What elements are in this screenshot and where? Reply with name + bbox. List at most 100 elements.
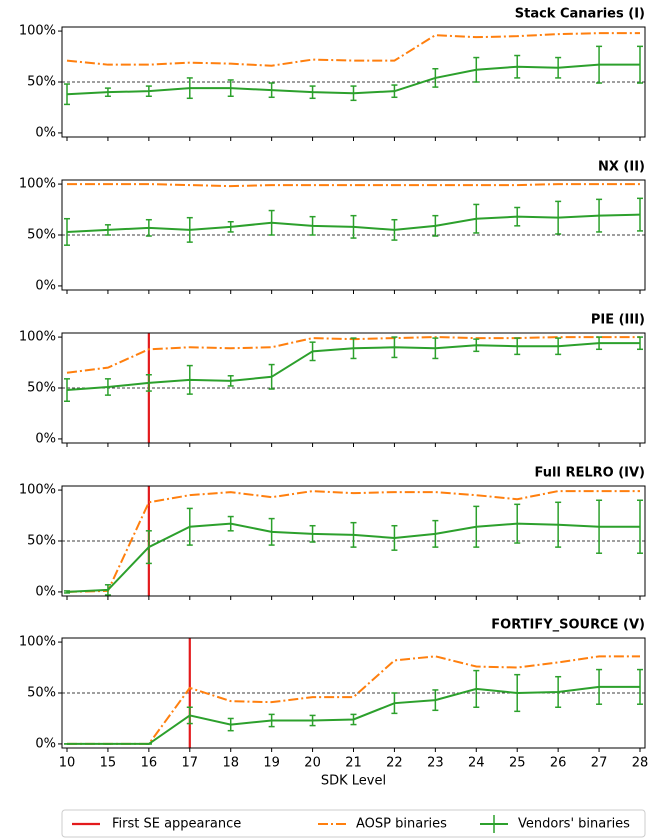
y-tick-label: 100% xyxy=(19,24,56,39)
legend-label: AOSP binaries xyxy=(356,817,447,832)
error-bar xyxy=(350,337,357,360)
error-bar xyxy=(186,706,193,725)
y-tick-label: 0% xyxy=(35,736,56,751)
error-bar xyxy=(555,200,562,235)
error-bar xyxy=(268,363,275,390)
error-bar xyxy=(391,336,398,359)
chart-title: FORTIFY_SOURCE (V) xyxy=(491,618,645,633)
error-bar xyxy=(186,507,193,546)
error-bar xyxy=(104,224,111,236)
x-tick-label: 25 xyxy=(509,756,526,771)
y-tick-label: 50% xyxy=(27,381,56,396)
plot-frame xyxy=(61,26,646,138)
error-bar xyxy=(391,692,398,715)
chart-title: Stack Canaries (I) xyxy=(515,7,645,22)
error-bar xyxy=(104,87,111,98)
y-tick-label: 100% xyxy=(19,330,56,345)
error-bar xyxy=(596,198,603,233)
error-bar xyxy=(473,203,480,234)
error-bar xyxy=(64,83,70,106)
error-bar xyxy=(637,668,643,705)
error-bar xyxy=(104,378,111,396)
x-tick-label: 23 xyxy=(427,756,444,771)
error-bar xyxy=(350,85,357,102)
chart-title: Full RELRO (IV) xyxy=(535,466,645,481)
y-tick-label: 50% xyxy=(27,534,56,549)
series-line xyxy=(66,490,640,593)
y-tick-label: 50% xyxy=(27,228,56,243)
error-bar xyxy=(227,515,234,532)
error-bar xyxy=(555,56,562,79)
legend-box xyxy=(61,809,646,838)
plot-frame xyxy=(61,485,646,597)
error-bar xyxy=(64,217,70,246)
error-bar xyxy=(145,374,152,392)
error-bar xyxy=(391,524,398,551)
error-bar xyxy=(309,524,316,543)
error-bar xyxy=(473,338,480,353)
x-tick-label: 20 xyxy=(304,756,321,771)
series-line xyxy=(67,655,640,745)
error-bar xyxy=(432,68,439,88)
error-bar xyxy=(227,375,234,387)
x-axis-label: SDK Level xyxy=(321,774,386,789)
error-bar xyxy=(227,717,234,732)
error-bar xyxy=(514,503,521,544)
error-bar xyxy=(596,668,603,705)
error-bar xyxy=(514,54,521,79)
error-bar xyxy=(555,501,562,548)
series-line xyxy=(67,183,640,188)
x-tick-label: 10 xyxy=(59,756,76,771)
error-bar xyxy=(514,337,521,356)
error-bar xyxy=(637,336,643,351)
error-bar xyxy=(64,590,70,594)
error-bar xyxy=(432,519,439,548)
plot-frame xyxy=(61,179,646,291)
error-bar xyxy=(309,215,316,236)
x-tick-label: 26 xyxy=(550,756,567,771)
y-tick-label: 100% xyxy=(19,635,56,650)
plot-frame xyxy=(61,637,646,749)
plot-frame xyxy=(61,332,646,444)
error-bar xyxy=(637,197,643,232)
y-tick-label: 0% xyxy=(35,584,56,599)
error-bar xyxy=(309,341,316,362)
x-tick-label: 19 xyxy=(263,756,280,771)
y-tick-label: 50% xyxy=(27,686,56,701)
x-tick-label: 22 xyxy=(386,756,403,771)
error-bar xyxy=(637,45,643,84)
error-bar xyxy=(473,669,480,709)
error-bar xyxy=(596,336,603,351)
x-tick-label: 16 xyxy=(141,756,158,771)
error-bar xyxy=(186,77,193,100)
x-tick-label: 17 xyxy=(182,756,199,771)
error-bar xyxy=(268,209,275,236)
error-bar xyxy=(145,85,152,98)
error-bar xyxy=(637,499,643,554)
error-bar xyxy=(555,675,562,709)
y-tick-label: 0% xyxy=(35,431,56,446)
y-tick-label: 0% xyxy=(35,125,56,140)
error-bar xyxy=(186,216,193,243)
error-bar xyxy=(432,214,439,237)
error-bar xyxy=(432,337,439,360)
error-bar xyxy=(309,85,316,100)
error-bar xyxy=(555,337,562,356)
error-bar xyxy=(432,689,439,712)
error-bar xyxy=(473,56,480,83)
legend-label: First SE appearance xyxy=(112,817,241,832)
error-bar xyxy=(596,499,603,554)
error-bar xyxy=(104,584,111,596)
x-tick-label: 28 xyxy=(632,756,649,771)
error-bar xyxy=(309,714,316,727)
error-bar xyxy=(186,364,193,395)
x-tick-label: 27 xyxy=(591,756,608,771)
error-bar xyxy=(268,82,275,99)
error-bar xyxy=(514,206,521,227)
error-bar xyxy=(391,218,398,241)
error-bar xyxy=(268,713,275,728)
error-bar xyxy=(473,505,480,548)
legend-label: Vendors' binaries xyxy=(518,817,630,832)
y-tick-label: 100% xyxy=(19,177,56,192)
chart-title: PIE (III) xyxy=(591,313,645,328)
